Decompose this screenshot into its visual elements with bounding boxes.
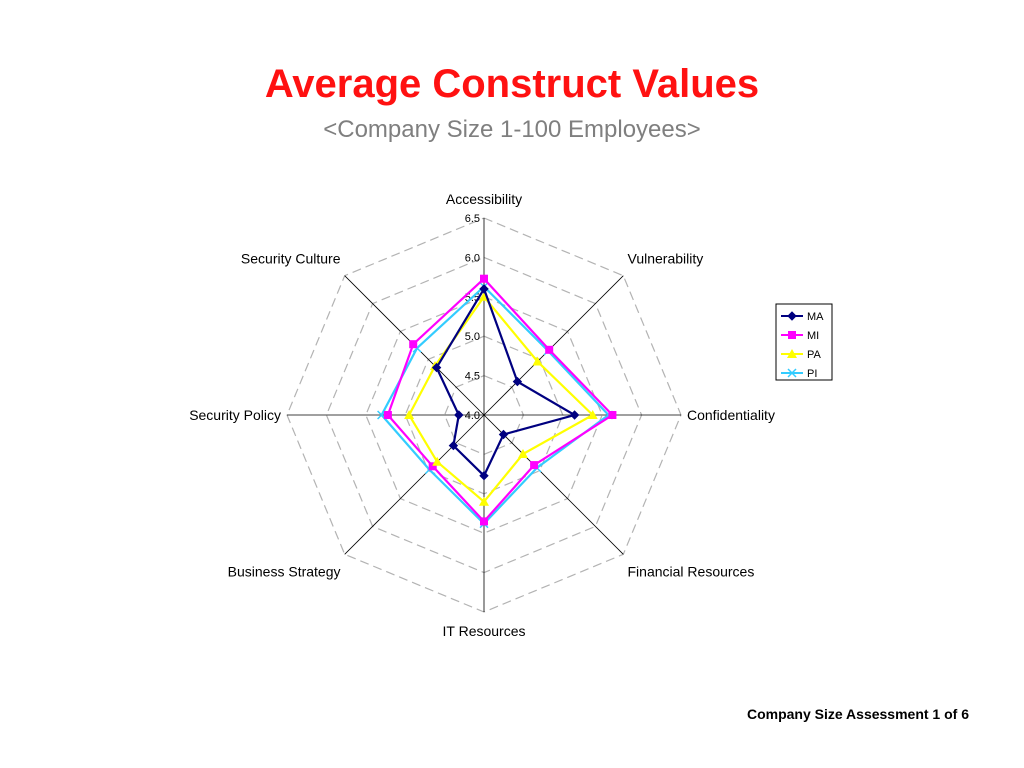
category-label: Vulnerability (628, 251, 704, 267)
data-point (448, 440, 459, 451)
series-pa (404, 291, 598, 506)
legend-marker (787, 349, 797, 358)
radial-tick-label: 4.5 (465, 371, 480, 383)
axis-spoke (483, 414, 624, 555)
data-point (479, 496, 489, 506)
axis-spoke (483, 275, 624, 416)
series-line (435, 286, 578, 478)
series-ma (431, 284, 580, 481)
legend-marker (788, 331, 796, 339)
legend-label: MA (807, 311, 824, 323)
category-label: Accessibility (446, 191, 522, 207)
data-point (432, 456, 443, 466)
data-point (479, 470, 489, 481)
radial-tick-label: 6.0 (465, 252, 480, 264)
data-point (530, 461, 539, 470)
legend-marker (787, 368, 797, 378)
data-point (454, 410, 464, 420)
category-labels: Accessibility Vulnerability Confidentialit… (189, 191, 775, 639)
radial-tick-label: 4.0 (465, 410, 480, 422)
category-label: Financial Resources (628, 563, 755, 579)
data-point (428, 462, 437, 471)
grid-ring (365, 296, 603, 534)
axis-spoke (344, 414, 485, 555)
data-point (480, 274, 488, 283)
data-point (431, 362, 442, 373)
series-mi (383, 274, 617, 526)
radar-axes (287, 218, 681, 612)
data-point (480, 517, 488, 526)
category-label: Business Strategy (228, 563, 341, 579)
data-point (409, 340, 418, 349)
radial-tick-label: 6.5 (465, 213, 480, 225)
legend-label: PI (807, 368, 817, 380)
category-label: IT Resources (443, 623, 526, 639)
legend-entry: PA (781, 349, 822, 361)
category-label: Security Policy (189, 407, 281, 423)
chart-subtitle: <Company Size 1-100 Employees> (323, 116, 701, 143)
category-label: Confidentiality (687, 407, 775, 423)
data-point (383, 411, 392, 419)
data-point (518, 449, 528, 458)
legend-entry: PI (781, 368, 817, 380)
data-point (404, 410, 415, 419)
data-point (498, 429, 509, 440)
data-point (569, 410, 580, 420)
data-point (479, 284, 489, 294)
legend-label: PA (807, 349, 822, 361)
legend-marker (787, 311, 797, 321)
series-layer (377, 274, 617, 529)
footer-page-indicator: Company Size Assessment 1 of 6 (746, 706, 969, 722)
data-point (608, 411, 617, 419)
legend-entry: MI (781, 330, 819, 342)
data-point (587, 410, 598, 419)
data-point (512, 376, 523, 387)
legend-entry: MA (781, 311, 824, 323)
legend-label: MI (807, 330, 819, 342)
radial-tick-label: 5.0 (465, 331, 480, 343)
chart-title: Average Construct Values (264, 62, 760, 106)
category-label: Security Culture (241, 251, 341, 267)
data-point (532, 356, 543, 366)
legend: MA MI PA PI (775, 303, 833, 381)
data-point (545, 345, 554, 354)
